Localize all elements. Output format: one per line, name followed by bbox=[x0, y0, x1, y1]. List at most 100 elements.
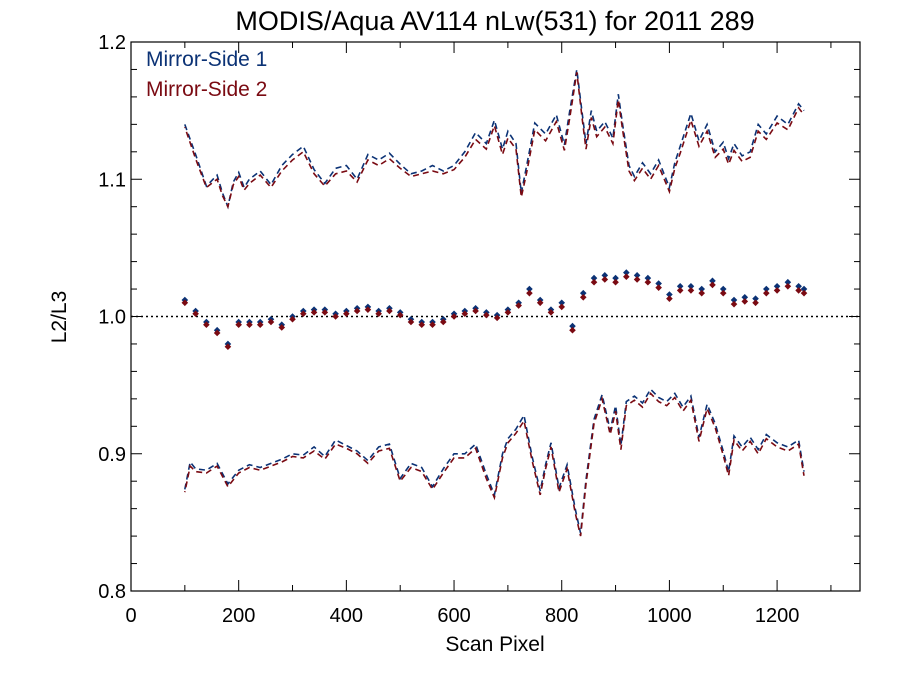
series-1-lower-line bbox=[184, 387, 805, 534]
series-2-point bbox=[203, 321, 210, 329]
x-tick-label: 600 bbox=[437, 605, 470, 627]
series-lines bbox=[184, 69, 805, 537]
series-1-point bbox=[763, 285, 770, 293]
legend-entry-ms1: Mirror-Side 1 bbox=[146, 48, 267, 71]
series-1-point bbox=[569, 322, 576, 330]
series-2-point bbox=[396, 311, 404, 319]
series-1-point bbox=[800, 285, 808, 293]
series-2-point bbox=[256, 321, 264, 329]
series-2-point bbox=[235, 321, 242, 329]
series-2-point bbox=[547, 309, 555, 316]
series-1-point bbox=[741, 293, 749, 301]
series-1-point bbox=[698, 285, 706, 293]
series-2-point bbox=[709, 281, 716, 289]
series-2-point bbox=[601, 276, 609, 283]
series-2-point bbox=[515, 302, 522, 309]
series-2-point bbox=[784, 283, 792, 290]
series-2-point bbox=[289, 315, 296, 323]
series-1-point bbox=[687, 283, 695, 290]
series-2-point bbox=[439, 318, 447, 326]
series-2-lower-line bbox=[184, 392, 805, 537]
series-1-point bbox=[655, 280, 662, 287]
x-tick-label: 0 bbox=[125, 605, 136, 627]
y-tick-label: 1.2 bbox=[98, 32, 126, 54]
series-2-point bbox=[773, 287, 781, 294]
series-2-point bbox=[364, 306, 372, 313]
series-2-point bbox=[407, 318, 415, 326]
x-axis-label: Scan Pixel bbox=[445, 633, 544, 656]
series-2-point bbox=[644, 278, 652, 286]
series-2-point bbox=[504, 309, 512, 316]
series-1-point bbox=[730, 296, 738, 304]
series-1-point bbox=[666, 291, 673, 298]
x-tick-label: 200 bbox=[222, 605, 255, 627]
series-2-point bbox=[332, 313, 339, 320]
series-2-point bbox=[741, 298, 749, 305]
series-2-point bbox=[795, 287, 802, 294]
series-2-point bbox=[278, 324, 286, 331]
series-1-point bbox=[719, 285, 727, 293]
series-2-point bbox=[181, 299, 189, 307]
legend: Mirror-Side 1 Mirror-Side 2 bbox=[146, 48, 267, 101]
series-1-point bbox=[752, 295, 759, 302]
series-2-point bbox=[800, 289, 808, 297]
series-2-point bbox=[429, 321, 436, 329]
series-2-point bbox=[246, 321, 253, 329]
series-1-point bbox=[601, 272, 609, 279]
series-2-point bbox=[536, 299, 544, 307]
series-1-point bbox=[676, 283, 684, 290]
series-1-point bbox=[795, 283, 802, 290]
x-tick-label: 800 bbox=[545, 605, 578, 627]
series-2-point bbox=[763, 289, 770, 297]
series-2-point bbox=[461, 310, 469, 318]
series-1-point bbox=[590, 274, 598, 282]
series-2-point bbox=[569, 326, 576, 334]
series-2-point bbox=[192, 310, 199, 318]
series-2-point bbox=[719, 289, 727, 297]
series-2-point bbox=[418, 321, 426, 329]
series-2-point bbox=[472, 307, 479, 315]
series-2-point bbox=[579, 293, 587, 301]
series-2-point bbox=[666, 295, 673, 302]
x-tick-label: 1000 bbox=[647, 605, 692, 627]
series-2-point bbox=[612, 278, 619, 286]
series-2-point bbox=[676, 287, 684, 294]
series-2-point bbox=[213, 329, 221, 337]
series-2-point bbox=[375, 310, 382, 318]
series-1-point bbox=[784, 278, 792, 286]
series-2-point bbox=[590, 278, 598, 286]
legend-entry-ms2: Mirror-Side 2 bbox=[146, 78, 267, 101]
series-2-point bbox=[623, 273, 630, 280]
series-2-point bbox=[698, 289, 706, 297]
series-2-point bbox=[483, 311, 490, 319]
series-2-point bbox=[526, 289, 533, 297]
series-2-point bbox=[321, 309, 329, 316]
chart-title: MODIS/Aqua AV114 nLw(531) for 2011 289 bbox=[235, 6, 754, 36]
series-1-point bbox=[526, 285, 533, 293]
axes: 0 200 400 600 800 1000 1200 0.8 0.9 1.0 1.1 1.2 bbox=[98, 32, 861, 627]
y-tick-label: 1.1 bbox=[98, 169, 126, 191]
y-axis-label: L2/L3 bbox=[48, 291, 71, 344]
series-2-point bbox=[558, 303, 566, 311]
series-2-point bbox=[386, 307, 393, 315]
series-1-point bbox=[579, 289, 587, 297]
series-1-upper-line bbox=[184, 69, 805, 210]
series-2-point bbox=[450, 313, 458, 320]
y-tick-label: 0.9 bbox=[98, 444, 126, 466]
series-2-point bbox=[353, 307, 361, 315]
series-1-point bbox=[709, 277, 716, 285]
series-2-point bbox=[310, 309, 318, 316]
series-2-point bbox=[493, 314, 501, 322]
x-tick-label: 400 bbox=[330, 605, 363, 627]
y-tick-label: 1.0 bbox=[98, 307, 126, 329]
series-2-point bbox=[730, 300, 738, 308]
series-1-point bbox=[633, 272, 641, 279]
series-2-point bbox=[343, 310, 350, 318]
series-2-point bbox=[224, 343, 232, 350]
series-2-point bbox=[633, 276, 641, 283]
x-tick-label: 1200 bbox=[755, 605, 800, 627]
series-points bbox=[181, 269, 808, 350]
series-2-point bbox=[299, 310, 307, 318]
series-2-point bbox=[687, 287, 695, 294]
